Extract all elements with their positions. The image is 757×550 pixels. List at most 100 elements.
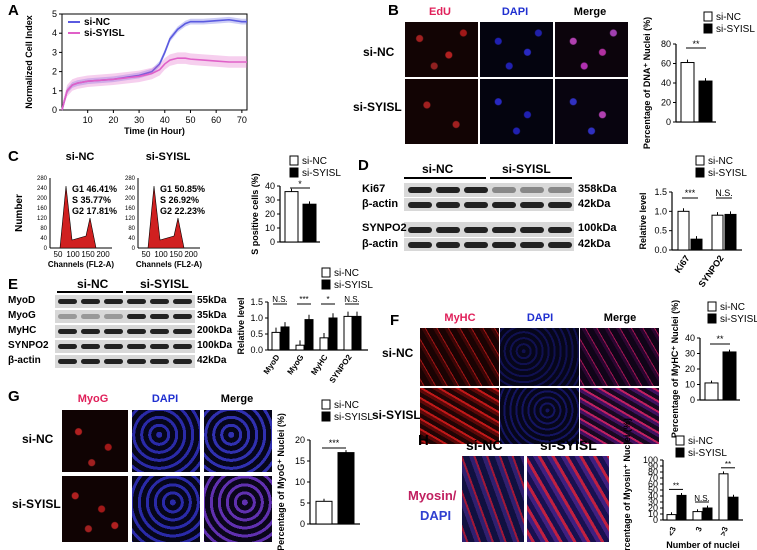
d-blot-size: 358kDa	[578, 183, 617, 195]
panel-label-h: H	[418, 432, 429, 449]
h-ytick-label: 90	[648, 461, 658, 471]
g-legend-label: si-NC	[334, 400, 359, 411]
d-blot-name: SYNPO2	[362, 222, 407, 234]
e-legend-label: si-SYISL	[334, 280, 373, 291]
c-hist-s-sy: S 26.92%	[160, 195, 199, 205]
f-ytick-label: 10	[685, 380, 695, 390]
d-blot-band	[520, 241, 544, 248]
e-blot-row	[55, 295, 195, 308]
e-sig-label: *	[326, 295, 329, 304]
e-ylabel: Relative level	[236, 297, 246, 354]
a-xtick-label: 70	[237, 115, 247, 125]
e-group-underline-syisl	[126, 291, 192, 293]
g-sig-label: ***	[329, 438, 340, 448]
e-blot-band	[173, 314, 192, 319]
c-ylabel: S positive cells (%)	[250, 173, 260, 255]
c-hist-ytick-label-sy: 280	[125, 176, 136, 182]
e-blot-band	[127, 344, 146, 349]
b-legend-swatch	[703, 23, 713, 34]
e-ytick-label: 0.5	[250, 329, 263, 339]
e-blot-size: 55kDa	[197, 295, 227, 306]
h-bar	[692, 511, 703, 521]
d-blot-name: β-actin	[362, 238, 399, 250]
c-legend-label: si-NC	[302, 156, 327, 167]
h-sig-label: **	[725, 460, 731, 469]
e-blot-band	[81, 314, 100, 319]
e-blot-band	[127, 299, 146, 304]
a-series-line-si-SYISL	[61, 57, 247, 111]
c-hist-xtick-label-nc: 100	[66, 250, 80, 259]
h-ytick-label: 80	[648, 467, 658, 477]
g-dapi-nc-image	[132, 410, 200, 472]
h-ytick-label: 10	[648, 509, 658, 519]
h-sig-label: **	[673, 481, 679, 490]
c-ytick-label: 10	[265, 223, 275, 233]
g-ytick-label: 15	[295, 456, 305, 466]
b-row-si-nc: si-NC	[363, 45, 395, 59]
d-blot-band	[436, 241, 460, 248]
a-xlabel: Time (in Hour)	[124, 126, 185, 136]
g-legend-swatch	[321, 399, 331, 410]
d-ytick-label: 1.0	[654, 206, 667, 216]
h-bar	[666, 514, 677, 521]
panel-label-a: A	[8, 2, 19, 19]
a-ytick-label: 4	[52, 28, 57, 38]
h-legend-label: si-SYISL	[688, 448, 727, 459]
a-xtick-label: 20	[108, 115, 118, 125]
g-merge-nc-image	[204, 410, 272, 472]
f-col-merge: Merge	[603, 312, 637, 324]
d-blot-band	[548, 226, 572, 233]
g-col-myog: MyoG	[77, 393, 109, 405]
b-merge-syisl-image	[555, 79, 628, 144]
f-dapi-syisl-image	[500, 388, 579, 444]
c-hist-ytick-label-nc: 200	[37, 196, 48, 202]
c-hist-g1-sy: G1 50.85%	[160, 184, 205, 194]
c-hist-xtick-label-sy: 100	[154, 250, 168, 259]
e-blot-band	[81, 329, 100, 334]
h-ytick-label: 20	[648, 503, 658, 513]
c-sig-label: *	[298, 179, 302, 189]
e-blot-band	[58, 359, 77, 364]
d-blot-size: 42kDa	[578, 198, 611, 210]
d-blot-band	[520, 226, 544, 233]
d-blot-band	[408, 226, 432, 233]
d-blot-band	[464, 241, 488, 248]
e-blot-row	[55, 310, 195, 323]
e-blot-band	[173, 299, 192, 304]
f-dapi-nc-image	[500, 328, 579, 386]
c-hist-ytick-label-sy: 160	[125, 206, 136, 212]
e-blot-band	[150, 299, 169, 304]
f-sig-label: **	[716, 334, 724, 344]
f-legend-swatch	[707, 313, 717, 324]
c-ytick-label: 20	[265, 209, 275, 219]
e-blot-band	[81, 359, 100, 364]
f-ylabel: Percentage of MyHC⁺ Nuclei (%)	[670, 300, 680, 438]
h-ytick-label: 60	[648, 479, 658, 489]
d-blot-name: β-actin	[362, 198, 399, 210]
d-group-underline-syisl	[490, 177, 572, 179]
c-hist-s-nc: S 35.77%	[72, 195, 111, 205]
a-errorband-si-SYISL	[62, 52, 247, 110]
b-legend-label: si-SYISL	[716, 24, 755, 35]
b-col-edu: EdU	[429, 6, 451, 18]
e-blot-band	[104, 314, 123, 319]
e-blot-size: 35kDa	[197, 310, 227, 321]
c-legend-label: si-SYISL	[302, 168, 341, 179]
c-ytick-label: 40	[265, 181, 275, 191]
h-side-label-dapi: DAPI	[420, 508, 452, 523]
g-row-si-nc: si-NC	[22, 432, 54, 446]
h-xlabel: Number of nuclei	[666, 540, 740, 550]
h-bar	[718, 473, 729, 521]
c-ytick-label: 0	[270, 237, 275, 247]
d-blot-band	[492, 226, 516, 233]
f-row-si-syisl: si-SYISL	[372, 408, 421, 422]
h-col-si-nc: si-NC	[466, 437, 503, 453]
e-blot-size: 200kDa	[197, 325, 233, 336]
e-group-si-syisl: si-SYISL	[140, 277, 189, 291]
d-blot-row	[404, 183, 574, 197]
d-blot-row	[404, 222, 574, 237]
c-hist-xtick-label-sy: 150	[169, 250, 183, 259]
c-hist-peaks-sy	[147, 185, 185, 249]
